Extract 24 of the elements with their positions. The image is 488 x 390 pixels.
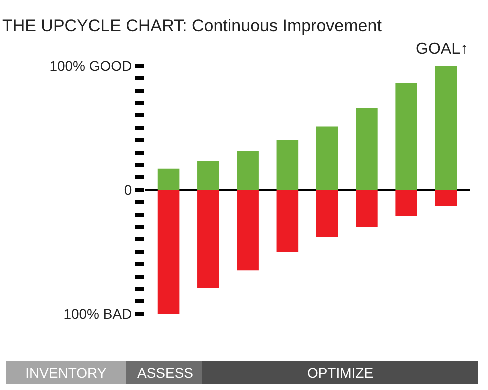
y-tick-label: 100% GOOD [50, 58, 132, 74]
text: OPTIMIZE [307, 365, 374, 381]
text: INVENTORY [26, 365, 108, 381]
bar [158, 168, 180, 190]
bar [316, 126, 338, 190]
bar [396, 83, 418, 190]
bar [276, 140, 299, 190]
bar [435, 190, 458, 206]
bar [356, 190, 378, 228]
bar [276, 190, 299, 252]
bar [237, 152, 259, 190]
bar [237, 190, 259, 271]
bar [198, 161, 220, 190]
bar [198, 190, 220, 288]
text: GOAL↑ [416, 41, 468, 58]
bar [435, 66, 458, 190]
bar [356, 108, 378, 190]
bar [396, 190, 418, 216]
bar [158, 190, 180, 314]
text: ASSESS [137, 365, 194, 381]
bar [316, 190, 338, 238]
y-tick-label: 0 [124, 182, 132, 198]
y-tick-label: 100% BAD [64, 306, 132, 322]
chart-title: THE UPCYCLE CHART: Continuous Improvement [2, 16, 382, 36]
